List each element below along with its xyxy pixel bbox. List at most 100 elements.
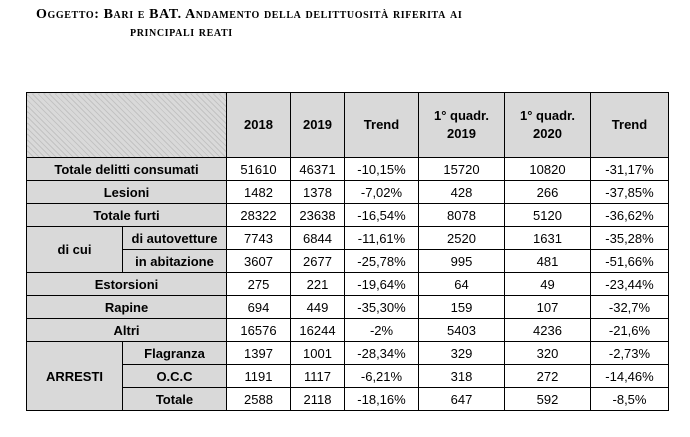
table-row: Totale 2588 2118 -18,16% 647 592 -8,5% [27, 387, 669, 411]
row-label-altri: Altri [26, 318, 227, 342]
row-group-label-di-cui: di cui [26, 226, 123, 273]
table-cell: -25,78% [344, 249, 419, 273]
table-cell: -6,21% [344, 364, 419, 388]
table-cell: 46371 [290, 157, 345, 181]
header-trend-year: Trend [344, 92, 419, 158]
row-label-flagranza: Flagranza [122, 341, 227, 365]
table-cell: 647 [418, 387, 505, 411]
row-label-occ: O.C.C [122, 364, 227, 388]
table-row: di cui di autovetture 7743 6844 -11,61% … [26, 226, 669, 273]
table-cell: 1191 [226, 364, 291, 388]
table-cell: 49 [504, 272, 591, 296]
header-row: 2018 2019 Trend 1° quadr. 2019 1° quadr. 2… [26, 92, 669, 158]
table-row: O.C.C 1191 1117 -6,21% 318 272 -14,46% [27, 364, 669, 388]
header-q1-2019-line1: 1° quadr. [433, 108, 490, 123]
table-cell: -19,64% [344, 272, 419, 296]
header-corner-cell [26, 92, 227, 158]
table-cell: 221 [290, 272, 345, 296]
table-cell: -51,66% [590, 249, 669, 273]
table-cell: -2% [344, 318, 419, 342]
table-cell: -21,6% [590, 318, 669, 342]
table-cell: 107 [504, 295, 591, 319]
row-label-abitazione: in abitazione [122, 249, 227, 273]
table-cell: 320 [504, 341, 591, 365]
table-cell: 6844 [290, 226, 345, 250]
row-label-estorsioni: Estorsioni [26, 272, 227, 296]
table-cell: -14,46% [590, 364, 669, 388]
table-cell: -11,61% [344, 226, 419, 250]
table-cell: 28322 [226, 203, 291, 227]
table-cell: 3607 [226, 249, 291, 273]
table-cell: 10820 [504, 157, 591, 181]
row-label-totale-arresti: Totale [122, 387, 227, 411]
table-cell: -10,15% [344, 157, 419, 181]
table-cell: 2520 [418, 226, 505, 250]
table-row: in abitazione 3607 2677 -25,78% 995 481 … [27, 249, 669, 273]
header-q1-2020: 1° quadr. 2020 [504, 92, 591, 158]
table-cell: -35,28% [590, 226, 669, 250]
table-cell: -36,62% [590, 203, 669, 227]
table-cell: 1117 [290, 364, 345, 388]
header-2019: 2019 [290, 92, 345, 158]
table-cell: 318 [418, 364, 505, 388]
table-cell: 1482 [226, 180, 291, 204]
table-cell: 51610 [226, 157, 291, 181]
table-cell: -8,5% [590, 387, 669, 411]
row-label-totale-delitti: Totale delitti consumati [26, 157, 227, 181]
table-cell: 2588 [226, 387, 291, 411]
table-cell: 2118 [290, 387, 345, 411]
row-label-totale-furti: Totale furti [26, 203, 227, 227]
header-trend-quarter: Trend [590, 92, 669, 158]
table-cell: -28,34% [344, 341, 419, 365]
title-line-1: Oggetto: Bari e BAT. Andamento della del… [36, 7, 463, 22]
table-row: Rapine 694 449 -35,30% 159 107 -32,7% [26, 295, 669, 319]
table-cell: 1397 [226, 341, 291, 365]
row-label-autovetture: di autovetture [122, 226, 227, 250]
table-cell: 8078 [418, 203, 505, 227]
table-cell: 4236 [504, 318, 591, 342]
table-cell: 481 [504, 249, 591, 273]
table-cell: 272 [504, 364, 591, 388]
table-cell: 5120 [504, 203, 591, 227]
table-cell: -35,30% [344, 295, 419, 319]
row-label-rapine: Rapine [26, 295, 227, 319]
table-cell: 1631 [504, 226, 591, 250]
table-row: Altri 16576 16244 -2% 5403 4236 -21,6% [26, 318, 669, 342]
row-group-label-arresti: ARRESTI [26, 341, 123, 411]
table-row: Estorsioni 275 221 -19,64% 64 49 -23,44% [26, 272, 669, 296]
table-cell: 995 [418, 249, 505, 273]
document-title: Oggetto: Bari e BAT. Andamento della del… [36, 6, 676, 42]
table-row: Totale furti 28322 23638 -16,54% 8078 51… [26, 203, 669, 227]
row-label-lesioni: Lesioni [26, 180, 227, 204]
table-cell: 5403 [418, 318, 505, 342]
table-cell: -16,54% [344, 203, 419, 227]
table-cell: -37,85% [590, 180, 669, 204]
crime-statistics-table: 2018 2019 Trend 1° quadr. 2019 1° quadr. 2… [26, 92, 669, 411]
table-cell: 16576 [226, 318, 291, 342]
table-cell: 449 [290, 295, 345, 319]
table-cell: 1001 [290, 341, 345, 365]
table-cell: -32,7% [590, 295, 669, 319]
table-cell: 7743 [226, 226, 291, 250]
table-cell: 428 [418, 180, 505, 204]
title-line-2: principali reati [130, 25, 233, 40]
table-cell: 694 [226, 295, 291, 319]
table-cell: -23,44% [590, 272, 669, 296]
table-cell: 266 [504, 180, 591, 204]
table-cell: -31,17% [590, 157, 669, 181]
table-row: Lesioni 1482 1378 -7,02% 428 266 -37,85% [26, 180, 669, 204]
header-q1-2019-line2: 2019 [447, 126, 476, 141]
header-q1-2020-line2: 2020 [533, 126, 562, 141]
table-cell: 329 [418, 341, 505, 365]
header-q1-2020-line1: 1° quadr. [519, 108, 576, 123]
table-cell: -18,16% [344, 387, 419, 411]
table-cell: 16244 [290, 318, 345, 342]
table-cell: 2677 [290, 249, 345, 273]
table-cell: 64 [418, 272, 505, 296]
header-2018: 2018 [226, 92, 291, 158]
table-cell: 159 [418, 295, 505, 319]
table-cell: -7,02% [344, 180, 419, 204]
table-cell: -2,73% [590, 341, 669, 365]
table-cell: 275 [226, 272, 291, 296]
header-q1-2019: 1° quadr. 2019 [418, 92, 505, 158]
